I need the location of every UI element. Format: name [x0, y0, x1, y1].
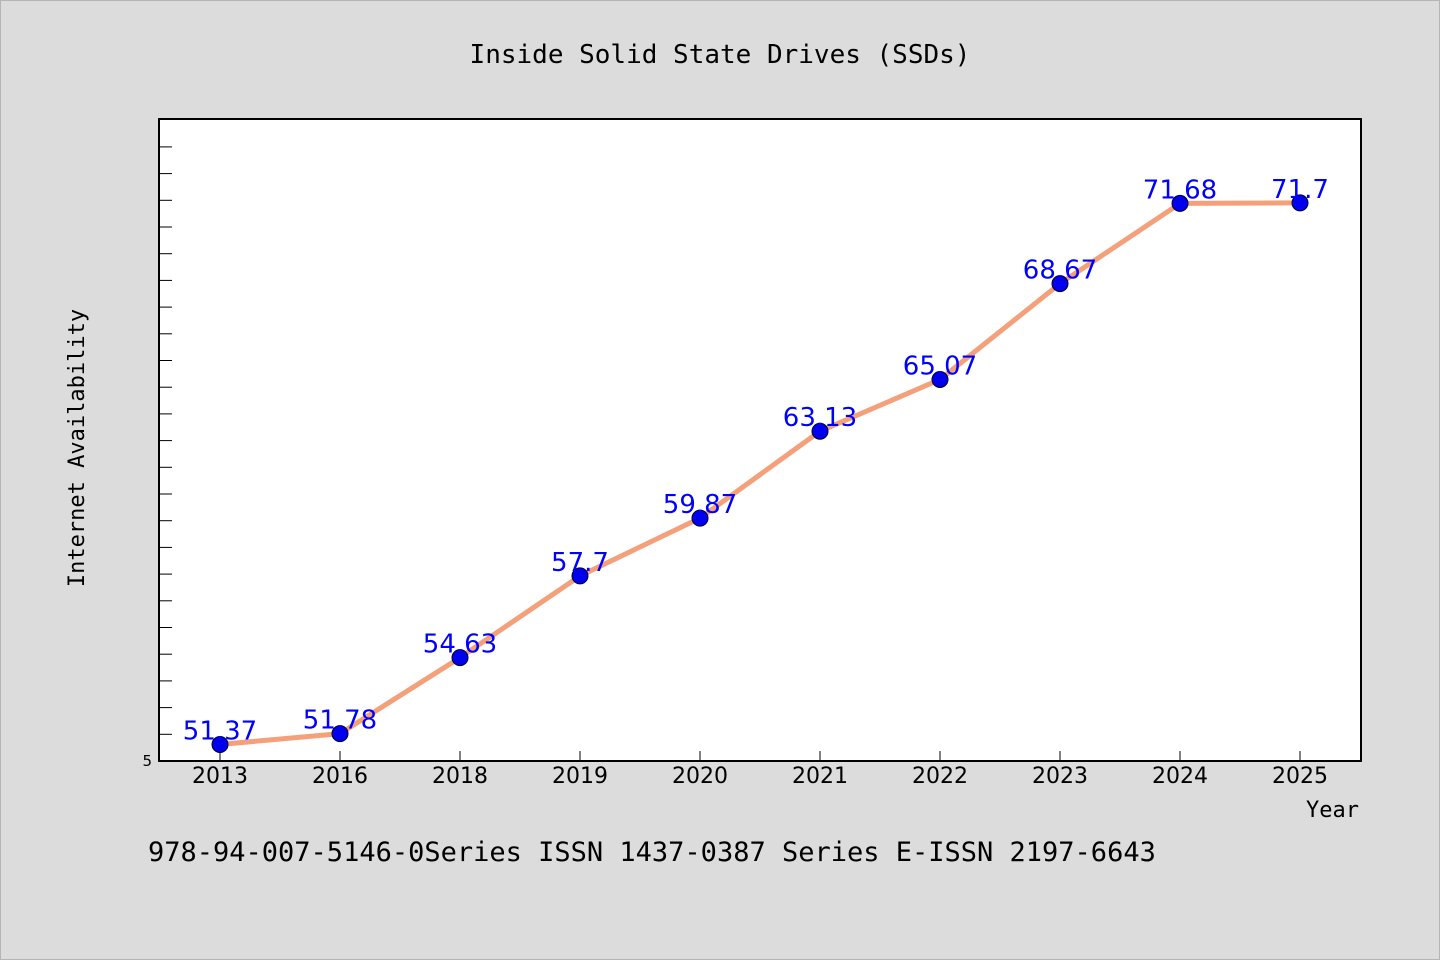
x-tick-label: 2018 [432, 764, 488, 789]
x-tick-label: 2013 [192, 764, 248, 789]
x-tick-label: 2022 [912, 764, 968, 789]
data-label: 71.7 [1271, 175, 1329, 205]
y-axis-ticks [159, 146, 172, 735]
x-tick-label: 2024 [1152, 764, 1208, 789]
data-point [811, 422, 829, 440]
data-point [691, 509, 709, 527]
footer-text: 978-94-007-5146-0Series ISSN 1437-0387 S… [148, 837, 1156, 868]
data-label: 57.7 [551, 548, 609, 578]
data-point [1171, 194, 1189, 212]
data-label: 63.13 [783, 403, 857, 433]
data-label: 54.63 [423, 630, 497, 660]
y-axis-label: Internet Availability [65, 309, 90, 587]
series-markers [211, 194, 1309, 753]
chart-title: Inside Solid State Drives (SSDs) [470, 40, 971, 70]
x-tick-label: 2025 [1272, 764, 1328, 789]
data-point [451, 649, 469, 667]
plot-area [158, 118, 1362, 762]
data-point [931, 371, 949, 388]
x-axis-label: Year [1306, 798, 1359, 823]
x-tick-label: 2023 [1032, 764, 1088, 789]
x-tick-label: 2021 [792, 764, 848, 789]
data-label: 59.87 [663, 490, 737, 520]
x-tick-label: 2016 [312, 764, 368, 789]
data-point [1051, 275, 1069, 293]
data-point [571, 567, 589, 585]
data-label: 51.37 [183, 717, 257, 747]
data-label: 71.68 [1143, 175, 1217, 205]
x-tick-label: 2020 [672, 764, 728, 789]
data-labels: 51.37 51.78 54.63 57.7 59.87 63.13 65.07 68.67 7… [183, 175, 1329, 747]
data-point [1291, 194, 1309, 212]
data-label: 51.78 [303, 706, 377, 736]
data-label: 65.07 [903, 352, 977, 382]
x-tick-label: 2019 [552, 764, 608, 789]
data-label: 68.67 [1023, 256, 1097, 286]
y-tick-label: 5 [142, 752, 152, 770]
x-axis-tick-labels: 2013 2016 2018 2019 2020 2021 2022 2023 2024 2025 [192, 764, 1328, 789]
data-point [331, 725, 349, 743]
data-point [211, 736, 229, 753]
x-axis-ticks [219, 751, 1301, 761]
series-line [217, 200, 1303, 747]
